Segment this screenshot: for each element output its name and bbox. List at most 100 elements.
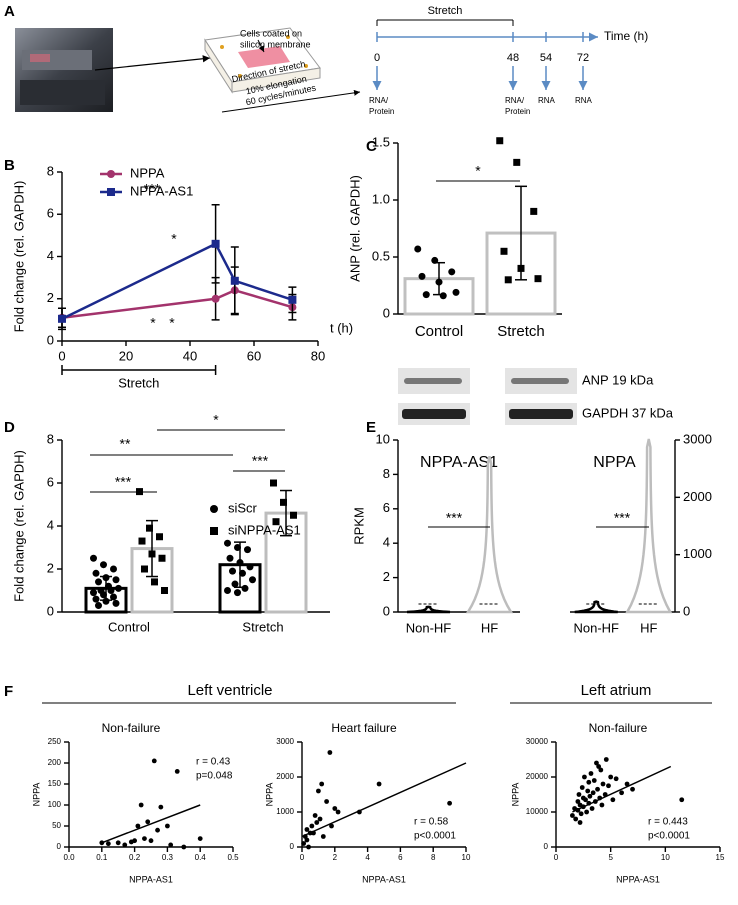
significance: * (475, 163, 481, 179)
y-tick-label: 6 (47, 474, 54, 489)
point (500, 247, 508, 255)
y-tick-label: 150 (48, 779, 62, 788)
y-axis-label: Fold change (rel. GAPDH) (11, 450, 26, 602)
series-line (61, 288, 293, 320)
y-tick-label: 0 (57, 842, 62, 851)
violin (574, 600, 618, 614)
y-tick-label: 4 (383, 535, 390, 550)
sample-label: RNA (575, 96, 593, 105)
point (608, 774, 614, 780)
point (122, 842, 128, 848)
point (197, 836, 203, 841)
timeline-axis-label: Time (h) (604, 29, 648, 43)
point (231, 580, 239, 588)
annotation: p=0.048 (196, 771, 233, 782)
significance: *** (115, 474, 132, 490)
point (319, 781, 325, 787)
y-tick-label: 1000 (276, 807, 294, 816)
y-tick-label: 2 (47, 560, 54, 575)
point (234, 544, 241, 551)
blot-band (509, 409, 573, 419)
point (148, 838, 154, 844)
trendline (101, 804, 201, 844)
trendline (301, 762, 467, 838)
x-tick-label: 10 (462, 853, 471, 862)
point (155, 827, 160, 833)
point (589, 806, 595, 811)
panel-label: F (4, 683, 13, 700)
point (517, 264, 525, 272)
x-tick-label: 8 (431, 853, 436, 862)
point (583, 797, 588, 803)
point (112, 599, 120, 607)
x-tick-label: Control (108, 619, 150, 634)
annotation: p<0.0001 (414, 831, 456, 842)
point (586, 779, 592, 785)
point (148, 550, 156, 558)
point (600, 781, 606, 787)
y-tick-label: 2000 (683, 489, 712, 504)
y-axis-label: ANP (rel. GAPDH) (347, 175, 362, 282)
point (314, 820, 320, 825)
x-tick-label: 6 (398, 853, 403, 862)
point (158, 804, 164, 810)
point (452, 288, 460, 296)
point (241, 584, 249, 592)
point (135, 823, 141, 829)
x-tick-label: 0.0 (63, 853, 75, 862)
significance: * (169, 315, 175, 331)
point (270, 479, 277, 487)
y-tick-label: 10 (376, 431, 390, 446)
point (588, 771, 594, 776)
point (594, 760, 599, 766)
x-tick-label: Stretch (242, 619, 283, 634)
point (211, 239, 220, 248)
significance: ** (120, 436, 131, 452)
point (95, 578, 102, 586)
y-tick-label: 0 (383, 603, 390, 618)
chart-title: Non-failure (589, 721, 648, 735)
annotation: r = 0.443 (648, 817, 688, 828)
point (138, 802, 144, 808)
x-tick-label: 0 (554, 853, 559, 862)
point (224, 587, 231, 594)
point (582, 774, 587, 780)
y-axis-label: NPPA (264, 783, 274, 807)
point (414, 245, 422, 253)
x-axis-label: t (h) (330, 320, 353, 335)
timeline-bracket-label: Stretch (428, 5, 463, 17)
point (570, 813, 575, 818)
annotation: r = 0.58 (414, 817, 449, 828)
y-tick-label: 0 (47, 332, 54, 347)
point (418, 272, 426, 280)
arrow (221, 89, 361, 113)
blot-band (402, 409, 466, 419)
point (142, 836, 147, 841)
point (304, 837, 310, 843)
x-tick-label: 0 (300, 853, 305, 862)
point (115, 840, 121, 846)
chart-title: Non-failure (102, 721, 161, 735)
x-axis-label: NPPA-AS1 (616, 874, 660, 884)
y-tick-label: 1.5 (372, 134, 390, 149)
violin (465, 455, 514, 614)
panel-label: D (4, 419, 15, 436)
y-tick-label: 2 (383, 569, 390, 584)
point (448, 268, 456, 276)
x-tick-label: 5 (608, 853, 613, 862)
point (534, 275, 542, 283)
device-label: Cells coated on (240, 28, 302, 38)
y-tick-label: 10000 (526, 807, 549, 816)
x-tick-label: 80 (311, 348, 325, 363)
point (226, 554, 234, 562)
point (115, 584, 122, 592)
legend-label: NPPA-AS1 (130, 183, 193, 198)
y-tick-label: 50 (52, 821, 61, 830)
significance: *** (144, 181, 161, 197)
point (624, 781, 630, 787)
point (304, 827, 310, 832)
x-tick-label: 0.5 (227, 853, 239, 862)
y-tick-label: 3000 (683, 431, 712, 446)
point (327, 750, 333, 755)
significance: *** (252, 453, 269, 469)
